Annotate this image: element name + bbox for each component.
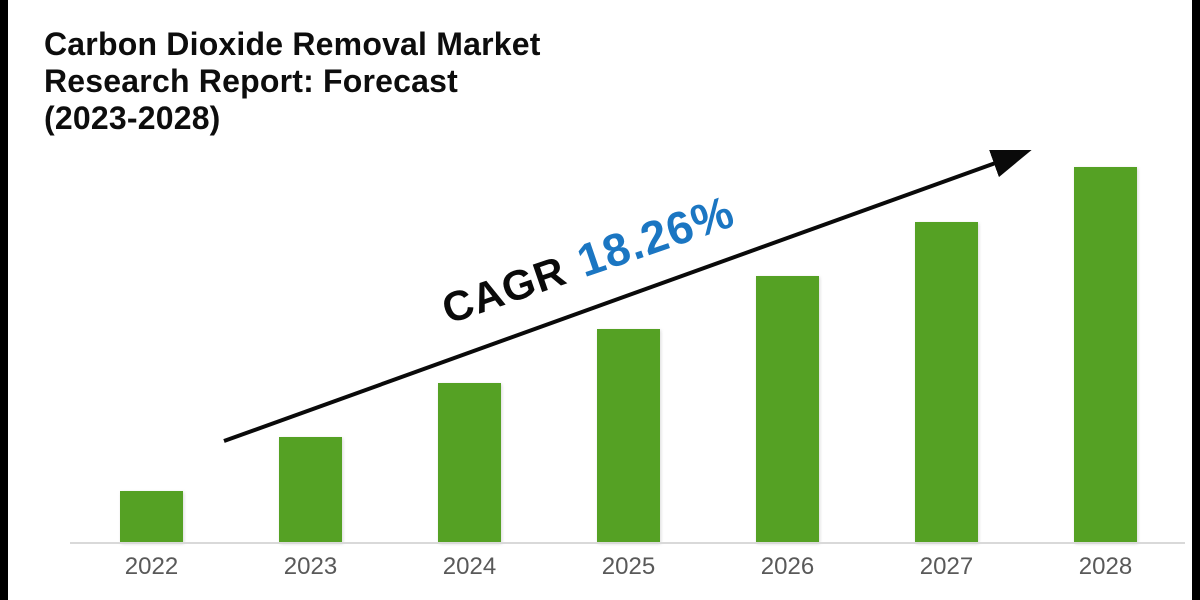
x-axis-label-2026: 2026: [760, 553, 815, 580]
x-axis-label-2024: 2024: [442, 553, 497, 580]
bar-2022: [120, 491, 183, 543]
bar-2023: [279, 436, 342, 543]
chart-title-line1: Carbon Dioxide Removal Market: [44, 26, 541, 62]
bar-2026: [756, 276, 819, 543]
screen-edge-right: [1192, 0, 1200, 600]
cagr-value: 18.26%: [570, 185, 741, 287]
x-axis-line: [70, 542, 1185, 544]
cagr-label: CAGR: [436, 246, 573, 333]
cagr-annotation: CAGR18.26%: [434, 184, 741, 333]
bar-2025: [597, 329, 660, 543]
x-axis-label-2027: 2027: [919, 553, 974, 580]
chart-title: Carbon Dioxide Removal Market Research R…: [44, 26, 541, 137]
x-axis-label-2028: 2028: [1078, 553, 1133, 580]
x-axis-label-2025: 2025: [601, 553, 656, 580]
x-axis-label-2022: 2022: [124, 553, 179, 580]
bar-2028: [1074, 167, 1137, 543]
bar-2027: [915, 221, 978, 543]
chart-title-line3: (2023-2028): [44, 100, 221, 137]
screen-edge-left: [0, 0, 8, 600]
bar-2024: [438, 382, 501, 543]
chart-title-line2: Research Report: Forecast: [44, 63, 459, 100]
x-axis-label-2023: 2023: [283, 553, 338, 580]
